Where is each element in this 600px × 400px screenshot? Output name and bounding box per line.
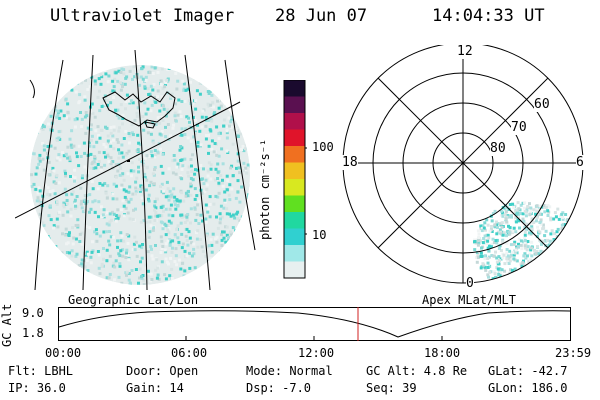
colorbar-segment (284, 129, 305, 147)
info-gain: Gain: 14 (126, 381, 184, 395)
geographic-image-panel (15, 50, 256, 291)
orbit-xtick-2359: 23:59 (555, 346, 592, 360)
polar-plot (342, 45, 584, 284)
colorbar-segment (284, 113, 305, 130)
colorbar-segment (284, 162, 305, 180)
mlt-label-6: 6 (576, 155, 584, 170)
colorbar-segment (284, 80, 305, 97)
date-label: 28 Jun 07 (275, 6, 368, 26)
colorbar-segment (284, 228, 305, 246)
colorbar-segment (284, 245, 305, 262)
info-glon: GLon: 186.0 (488, 381, 568, 395)
info-seq: Seq: 39 (366, 381, 417, 395)
mlat-label-70: 70 (511, 120, 527, 135)
orbit-xtick-0000: 00:00 (45, 346, 82, 360)
info-door: Door: Open (126, 364, 199, 378)
altitude-curve (58, 310, 571, 338)
colorbar-segment (284, 96, 305, 114)
colorbar (283, 80, 307, 279)
polar-panel-label: Apex MLat/MLT (422, 293, 516, 307)
colorbar-tick-10: 10 (312, 228, 327, 242)
orbit-axis-label: GC Alt (0, 303, 14, 347)
info-glat: GLat: -42.7 (488, 364, 568, 378)
info-dsp: Dsp: -7.0 (246, 381, 312, 395)
info-ip: IP: 36.0 (8, 381, 66, 395)
mlt-label-18: 18 (342, 155, 358, 170)
colorbar-segment (284, 212, 305, 229)
mlt-label-0: 0 (466, 276, 474, 291)
coastline (102, 91, 176, 127)
colorbar-segment (284, 146, 305, 163)
info-mode: Mode: Normal (246, 364, 333, 378)
orbit-ytick-9: 9.0 (22, 306, 44, 320)
orbit-xtick-1200: 12:00 (298, 346, 335, 360)
colorbar-unit-label: photon cm⁻²s⁻¹ (258, 138, 272, 240)
mlt-label-12: 12 (457, 44, 473, 59)
colorbar-segment (284, 261, 305, 279)
polar-aurora-speckle (473, 201, 583, 283)
time-label: 14:04:33 UT (432, 6, 545, 26)
orbit-altitude-plot (58, 307, 571, 341)
mlat-label-80: 80 (490, 141, 506, 156)
mlat-label-60: 60 (534, 97, 550, 112)
geo-grid-lines (15, 50, 256, 291)
colorbar-segment (284, 179, 305, 196)
orbit-ytick-1-8: 1.8 (22, 326, 44, 340)
instrument-title: Ultraviolet Imager (50, 6, 235, 26)
info-filter: Flt: LBHL (8, 364, 74, 378)
colorbar-segment (284, 195, 305, 213)
geo-panel-label: Geographic Lat/Lon (68, 293, 199, 307)
orbit-xtick-1800: 18:00 (424, 346, 461, 360)
colorbar-tick-100: 100 (312, 140, 334, 154)
info-gc-alt: GC Alt: 4.8 Re (366, 364, 468, 378)
orbit-xtick-0600: 06:00 (171, 346, 208, 360)
